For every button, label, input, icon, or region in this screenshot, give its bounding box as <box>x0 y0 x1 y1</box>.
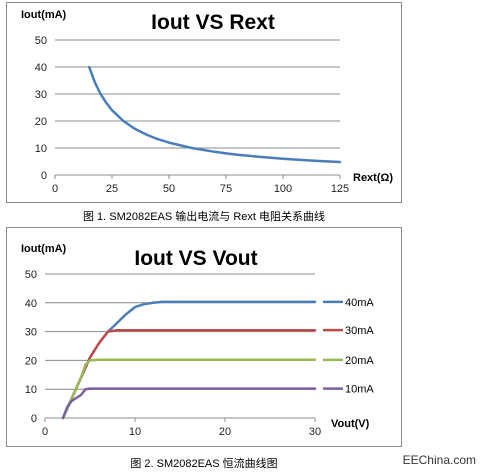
chart-iout-vs-vout: 0 10 20 30 40 50 0 10 20 30 Iout VS Vout Iout(mA) Vo… <box>21 243 374 438</box>
x-tick-label: 30 <box>309 426 321 438</box>
x-tick-label: 0 <box>52 183 58 195</box>
x-tick-label: 100 <box>274 183 292 195</box>
series-line <box>87 65 342 164</box>
x-tick-label: 125 <box>331 183 349 195</box>
legend-label: 20mA <box>345 355 374 367</box>
y-tick-label: 20 <box>25 355 37 367</box>
x-tick-label: 0 <box>42 426 48 438</box>
chart-title: Iout VS Vout <box>134 247 257 270</box>
y-tick-label: 10 <box>25 384 37 396</box>
series-line-10ma <box>61 387 317 420</box>
y-tick-label: 20 <box>35 116 47 128</box>
chart-iout-vs-rext: 0 10 20 30 40 50 0 25 50 75 100 125 Iout VS Rext Iout… <box>21 9 393 195</box>
y-tick-label: 30 <box>25 327 37 339</box>
x-tick-label: 20 <box>219 426 231 438</box>
x-axis-label: Rext(Ω) <box>353 172 393 184</box>
y-tick-label: 0 <box>41 170 47 182</box>
watermark-text: EEChina.com <box>402 453 476 467</box>
figure-caption-1: 图 1. SM2082EAS 输出电流与 Rext 电阻关系曲线 <box>82 211 326 223</box>
y-tick-label: 50 <box>35 35 47 47</box>
x-axis-label: Vout(V) <box>331 418 370 430</box>
legend-label: 30mA <box>345 325 374 337</box>
x-tick-label: 25 <box>106 183 118 195</box>
legend-label: 40mA <box>345 297 374 309</box>
chart-panel-rext: 0 10 20 30 40 50 0 25 50 75 100 125 Iout VS Rext Iout… <box>6 2 402 203</box>
y-tick-label: 40 <box>25 298 37 310</box>
y-axis-label: Iout(mA) <box>21 243 67 255</box>
chart-panel-vout: 0 10 20 30 40 50 0 10 20 30 Iout VS Vout Iout(mA) Vo… <box>6 227 402 447</box>
chart-title: Iout VS Rext <box>151 11 275 34</box>
y-tick-label: 50 <box>25 269 37 281</box>
series-line-20ma <box>61 358 317 420</box>
legend-label: 10mA <box>345 384 374 396</box>
series-line-30ma <box>61 328 317 420</box>
figure-caption-2: 图 2. SM2082EAS 恒流曲线图 <box>130 458 278 470</box>
y-tick-label: 10 <box>35 143 47 155</box>
x-tick-label: 75 <box>220 183 232 195</box>
x-tick-label: 50 <box>163 183 175 195</box>
x-tick-label: 10 <box>129 426 141 438</box>
y-axis-label: Iout(mA) <box>21 9 67 21</box>
y-tick-label: 30 <box>35 89 47 101</box>
y-tick-label: 40 <box>35 62 47 74</box>
y-tick-label: 0 <box>31 413 37 425</box>
